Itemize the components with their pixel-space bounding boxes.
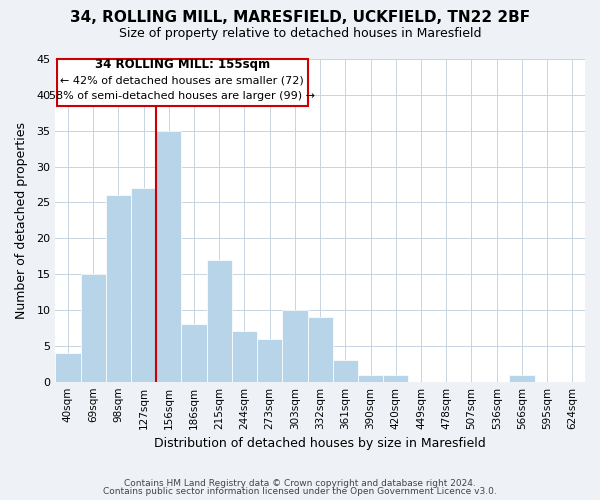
Bar [383,374,409,382]
Bar [283,310,308,382]
Y-axis label: Number of detached properties: Number of detached properties [15,122,28,319]
Bar [232,332,257,382]
Bar [181,324,206,382]
X-axis label: Distribution of detached houses by size in Maresfield: Distribution of detached houses by size … [154,437,486,450]
FancyBboxPatch shape [56,59,308,106]
Bar [80,274,106,382]
Bar [156,130,181,382]
Text: Contains HM Land Registry data © Crown copyright and database right 2024.: Contains HM Land Registry data © Crown c… [124,478,476,488]
Text: 58% of semi-detached houses are larger (99) →: 58% of semi-detached houses are larger (… [49,92,315,102]
Text: 34 ROLLING MILL: 155sqm: 34 ROLLING MILL: 155sqm [95,58,269,71]
Bar [206,260,232,382]
Bar [358,374,383,382]
Bar [333,360,358,382]
Bar [257,338,283,382]
Bar [308,317,333,382]
Bar [106,195,131,382]
Text: ← 42% of detached houses are smaller (72): ← 42% of detached houses are smaller (72… [60,76,304,86]
Text: Size of property relative to detached houses in Maresfield: Size of property relative to detached ho… [119,28,481,40]
Bar [55,353,80,382]
Bar [509,374,535,382]
Text: 34, ROLLING MILL, MARESFIELD, UCKFIELD, TN22 2BF: 34, ROLLING MILL, MARESFIELD, UCKFIELD, … [70,10,530,25]
Bar [131,188,156,382]
Text: Contains public sector information licensed under the Open Government Licence v3: Contains public sector information licen… [103,487,497,496]
